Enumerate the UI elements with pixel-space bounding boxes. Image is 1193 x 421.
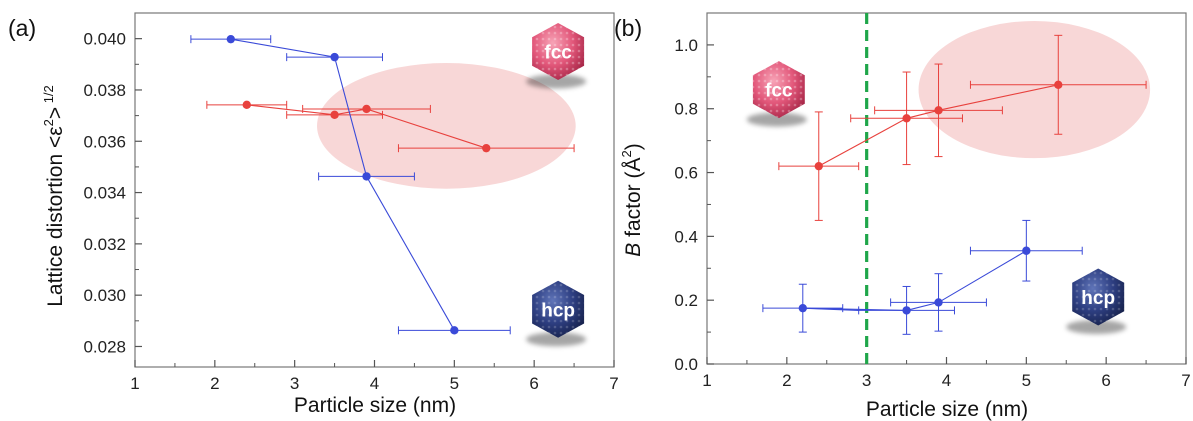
series-line-hcp bbox=[230, 38, 455, 331]
panel-label-b: (b) bbox=[614, 15, 642, 41]
x-tick-label: 2 bbox=[210, 374, 219, 393]
y-tick-label: 0.034 bbox=[83, 184, 126, 203]
x-tick-label: 7 bbox=[609, 374, 618, 393]
x-tick-label: 4 bbox=[370, 374, 379, 393]
x-tick-label: 3 bbox=[862, 371, 871, 390]
data-point-fcc bbox=[902, 114, 911, 123]
series-line-hcp bbox=[802, 250, 1027, 311]
data-series bbox=[190, 34, 575, 335]
x-tick-label: 4 bbox=[942, 371, 951, 390]
series-hcp bbox=[762, 219, 1083, 335]
series-hcp bbox=[190, 34, 511, 335]
x-tick-label: 1 bbox=[130, 374, 139, 393]
y-tick-label: 0.6 bbox=[674, 164, 698, 183]
structure-icons: fcc hcp bbox=[746, 61, 1127, 334]
y-axis-ticks: 0.028 0.030 0.032 0.034 0.036 0.038 0.040 bbox=[83, 30, 142, 356]
fcc-label: fcc bbox=[765, 81, 793, 102]
data-point-hcp bbox=[1022, 246, 1031, 255]
y-tick-label: 0.030 bbox=[83, 286, 126, 305]
x-tick-label: 1 bbox=[702, 371, 711, 390]
data-point-hcp bbox=[450, 326, 459, 335]
y-tick-label: 0.028 bbox=[83, 337, 126, 356]
x-tick-label: 5 bbox=[450, 374, 459, 393]
y-axis-title: B factor (Å2) bbox=[619, 143, 645, 256]
data-series bbox=[762, 34, 1147, 335]
x-axis-ticks: 1 2 3 4 5 6 7 bbox=[702, 357, 1191, 390]
y-axis-title: Lattice distortion <ε2> 1/2 bbox=[41, 85, 67, 307]
structure-icons: fcc hcp bbox=[526, 23, 587, 347]
panel-label-a: (a) bbox=[8, 15, 36, 41]
y-tick-label: 0.040 bbox=[83, 30, 126, 49]
fcc-ellipse bbox=[317, 63, 576, 189]
data-point-fcc bbox=[1054, 80, 1063, 89]
chart-panel-b: 1 2 3 4 5 6 7 0.0 0.2 0.4 0.6 0.8 1.0 fcc hcp (b) Pa… bbox=[614, 12, 1191, 421]
x-axis-title: Particle size (nm) bbox=[866, 398, 1028, 421]
x-axis-ticks: 1 2 3 4 5 6 7 bbox=[130, 360, 619, 393]
series-fcc bbox=[206, 100, 575, 153]
data-point-fcc bbox=[330, 110, 339, 120]
x-tick-label: 6 bbox=[1101, 371, 1110, 390]
fcc-label: fcc bbox=[544, 42, 572, 63]
data-point-fcc bbox=[482, 143, 491, 153]
series-fcc bbox=[778, 34, 1147, 221]
y-tick-label: 0.036 bbox=[83, 132, 126, 151]
x-tick-label: 2 bbox=[782, 371, 791, 390]
data-point-fcc bbox=[934, 106, 943, 115]
data-point-fcc bbox=[242, 100, 251, 110]
data-point-fcc bbox=[814, 161, 823, 171]
y-tick-label: 0.0 bbox=[674, 355, 698, 374]
data-point-hcp bbox=[798, 303, 807, 313]
y-tick-label: 0.032 bbox=[83, 235, 126, 254]
y-tick-label: 1.0 bbox=[674, 36, 698, 55]
y-tick-label: 0.2 bbox=[674, 291, 698, 310]
x-tick-label: 5 bbox=[1022, 371, 1031, 390]
x-tick-label: 3 bbox=[290, 374, 299, 393]
x-tick-label: 7 bbox=[1181, 371, 1190, 390]
data-point-fcc bbox=[362, 104, 371, 114]
x-axis-title: Particle size (nm) bbox=[294, 394, 456, 417]
y-tick-label: 0.8 bbox=[674, 100, 698, 119]
fcc-nanoparticle-icon: fcc bbox=[746, 61, 807, 127]
x-tick-label: 6 bbox=[529, 374, 538, 393]
series-line-fcc bbox=[246, 104, 487, 149]
y-tick-label: 0.038 bbox=[83, 81, 126, 100]
data-point-hcp bbox=[362, 172, 371, 181]
fcc-region-shading bbox=[317, 63, 576, 189]
series-line-fcc bbox=[818, 84, 1059, 167]
data-point-hcp bbox=[902, 306, 911, 315]
hcp-label: hcp bbox=[1081, 288, 1115, 309]
data-point-hcp bbox=[330, 52, 339, 62]
y-axis-ticks: 0.0 0.2 0.4 0.6 0.8 1.0 bbox=[674, 36, 714, 374]
fcc-nanoparticle-icon: fcc bbox=[526, 23, 587, 89]
hcp-nanoparticle-icon: hcp bbox=[526, 280, 587, 347]
hcp-label: hcp bbox=[541, 300, 575, 321]
data-point-hcp bbox=[226, 34, 235, 44]
y-tick-label: 0.4 bbox=[674, 227, 698, 246]
data-point-hcp bbox=[934, 298, 943, 307]
hcp-nanoparticle-icon: hcp bbox=[1066, 268, 1127, 334]
